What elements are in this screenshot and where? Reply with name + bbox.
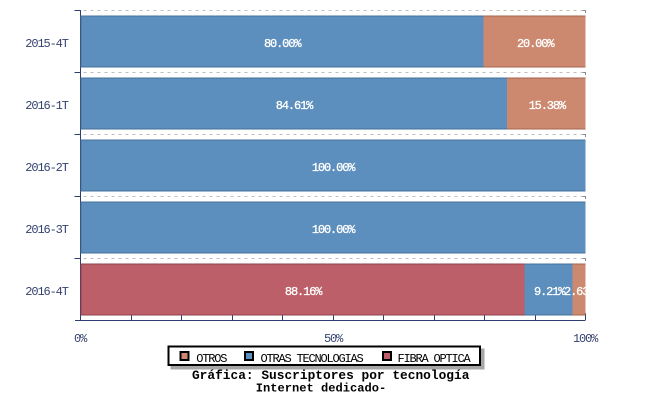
svg-text:100%: 100% [573, 332, 599, 346]
svg-text:2.63%: 2.63% [564, 285, 596, 299]
svg-text:88.16%: 88.16% [285, 285, 323, 299]
svg-text:OTRAS TECNOLOGIAS: OTRAS TECNOLOGIAS [261, 352, 364, 366]
svg-text:15.38%: 15.38% [529, 99, 567, 113]
svg-text:50%: 50% [324, 332, 344, 346]
svg-text:Internet dedicado-: Internet dedicado- [256, 382, 386, 396]
svg-text:84.61%: 84.61% [276, 99, 314, 113]
svg-text:2015-4T: 2015-4T [25, 37, 68, 51]
svg-text:0%: 0% [74, 332, 88, 346]
svg-text:2016-2T: 2016-2T [25, 161, 68, 175]
svg-text:80.00%: 80.00% [264, 37, 302, 51]
svg-text:100.00%: 100.00% [312, 161, 356, 175]
svg-text:Gráfica: Suscriptores por tecn: Gráfica: Suscriptores por tecnología [192, 368, 470, 383]
svg-text:100.00%: 100.00% [312, 223, 356, 237]
svg-text:FIBRA OPTICA: FIBRA OPTICA [398, 352, 472, 366]
svg-text:2016-1T: 2016-1T [25, 99, 68, 113]
svg-text:OTROS: OTROS [196, 352, 227, 366]
svg-text:2016-3T: 2016-3T [25, 223, 68, 237]
svg-text:20.00%: 20.00% [517, 37, 555, 51]
svg-text:9.21%: 9.21% [534, 285, 566, 299]
svg-text:2016-4T: 2016-4T [25, 285, 68, 299]
